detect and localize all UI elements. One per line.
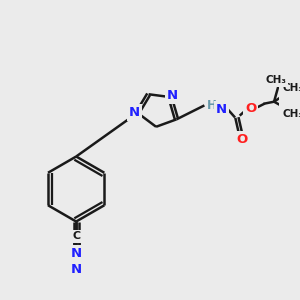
Text: CH₃: CH₃: [282, 83, 300, 93]
Text: C: C: [72, 231, 80, 242]
Text: O: O: [245, 102, 256, 115]
Text: H: H: [207, 99, 217, 112]
Text: N: N: [129, 106, 140, 119]
Text: N: N: [215, 103, 227, 116]
Text: N: N: [167, 89, 178, 102]
Text: N: N: [70, 263, 82, 276]
Text: C: C: [72, 249, 81, 262]
Text: N: N: [70, 247, 82, 260]
Text: CH₃: CH₃: [282, 109, 300, 119]
Text: CH₃: CH₃: [266, 75, 286, 85]
Text: O: O: [236, 133, 247, 146]
